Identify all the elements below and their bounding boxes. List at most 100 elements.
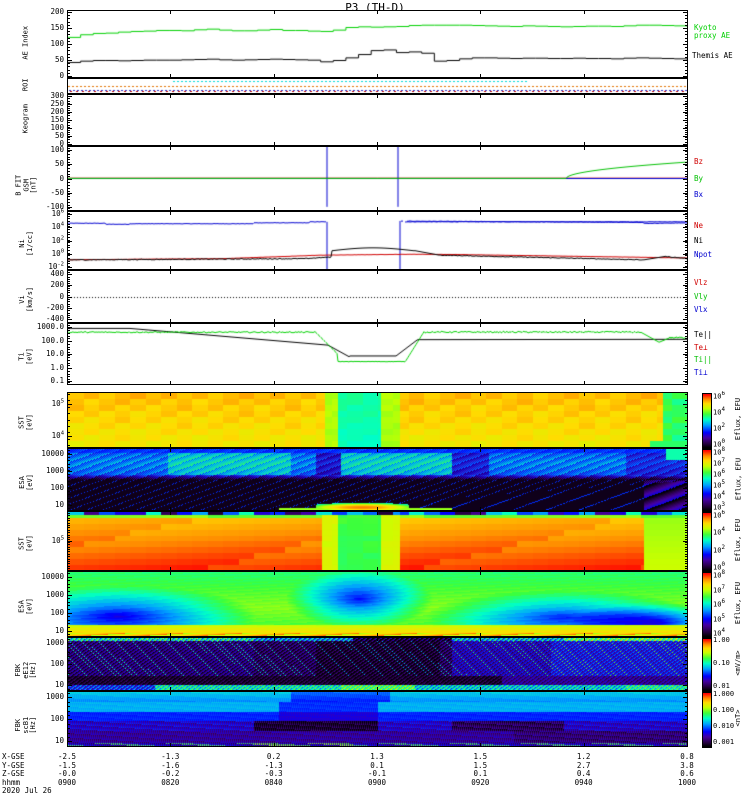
minor-tick: [685, 660, 688, 661]
minor-tick: [685, 253, 688, 254]
y-tick: 50: [54, 55, 64, 64]
minor-tick: [685, 554, 688, 555]
minor-tick: [67, 467, 70, 468]
legend-label-by: By: [694, 173, 704, 183]
minor-tick: [67, 115, 70, 116]
minor-tick: [67, 668, 70, 669]
x-axis-value: 0840: [264, 777, 283, 787]
minor-tick: [685, 363, 688, 364]
minor-tick: [685, 523, 688, 524]
minor-tick: [685, 22, 688, 23]
minor-tick: [67, 693, 70, 694]
minor-tick: [685, 668, 688, 669]
x-tick: [67, 211, 68, 215]
x-tick: [274, 381, 275, 385]
x-tick: [687, 567, 688, 571]
x-tick: [67, 743, 68, 747]
minor-tick: [67, 292, 70, 293]
minor-tick: [67, 269, 70, 270]
minor-tick: [67, 221, 70, 222]
minor-tick: [67, 379, 70, 380]
x-tick: [480, 74, 481, 78]
minor-tick: [685, 525, 688, 526]
minor-tick: [685, 148, 688, 149]
y-axis-label-ni: Ni [1/cc]: [17, 230, 34, 256]
minor-tick: [685, 504, 688, 505]
x-tick: [584, 571, 585, 575]
x-tick: [480, 637, 481, 641]
x-tick: [687, 94, 688, 98]
tick-mark: [67, 164, 72, 166]
minor-tick: [685, 584, 688, 585]
minor-tick: [685, 460, 688, 461]
minor-tick: [685, 527, 688, 528]
x-axis-value: 0.8: [680, 752, 694, 761]
minor-tick: [67, 113, 70, 114]
y-tick: -400: [45, 314, 64, 323]
y-tick: 100: [50, 659, 64, 668]
minor-tick: [685, 306, 688, 307]
minor-tick: [67, 171, 70, 172]
x-tick: [274, 743, 275, 747]
x-tick: [377, 633, 378, 637]
minor-tick: [685, 70, 688, 71]
minor-tick: [685, 613, 688, 614]
spectrogram-fbk-e: [68, 638, 687, 690]
minor-tick: [67, 382, 70, 383]
x-tick: [377, 270, 378, 274]
x-tick: [687, 381, 688, 385]
y-tick: 1000: [45, 638, 64, 647]
x-tick: [687, 571, 688, 575]
x-tick: [480, 691, 481, 695]
minor-tick: [685, 176, 688, 177]
minor-tick: [67, 498, 70, 499]
minor-tick: [685, 297, 688, 298]
x-tick: [377, 691, 378, 695]
x-tick: [377, 392, 378, 396]
minor-tick: [67, 250, 70, 251]
colorbar-tick: 100: [713, 562, 725, 572]
minor-tick: [67, 76, 70, 77]
minor-tick: [67, 253, 70, 254]
minor-tick: [67, 297, 70, 298]
minor-tick: [685, 274, 688, 275]
x-tick: [480, 633, 481, 637]
minor-tick: [685, 322, 688, 323]
minor-tick: [685, 179, 688, 180]
minor-tick: [67, 290, 70, 291]
colorbar-tick: 106: [713, 469, 725, 479]
colorbar-tick: 107: [713, 458, 725, 468]
minor-tick: [685, 108, 688, 109]
x-tick: [687, 207, 688, 211]
minor-tick: [67, 413, 70, 414]
x-axis-value: 0900: [367, 777, 387, 787]
colorbar-tick: 0.010: [713, 722, 735, 730]
minor-tick: [685, 221, 688, 222]
minor-tick: [67, 63, 70, 64]
legend-label-bx: Bx: [694, 189, 704, 199]
minor-tick: [685, 639, 688, 640]
minor-tick: [685, 542, 688, 543]
y-tick: 100: [50, 39, 64, 48]
minor-tick: [685, 188, 688, 189]
minor-tick: [67, 336, 70, 337]
minor-tick: [685, 453, 688, 454]
colorbar-tick: 105: [713, 480, 725, 490]
minor-tick: [685, 715, 688, 716]
x-tick: [274, 511, 275, 515]
plot-canvas-ni: [68, 212, 687, 269]
minor-tick: [67, 631, 70, 632]
colorbar-tick: 106: [713, 391, 725, 401]
minor-tick: [67, 174, 70, 175]
minor-tick: [67, 125, 70, 126]
minor-tick: [67, 584, 70, 585]
x-tick: [170, 633, 171, 637]
x-axis-value: 1.3: [370, 752, 384, 761]
minor-tick: [67, 218, 70, 219]
minor-tick: [67, 279, 70, 280]
minor-tick: [67, 325, 70, 326]
x-axis-value: 1.5: [473, 760, 488, 770]
minor-tick: [685, 551, 688, 552]
minor-tick: [685, 120, 688, 121]
x-tick: [687, 270, 688, 274]
